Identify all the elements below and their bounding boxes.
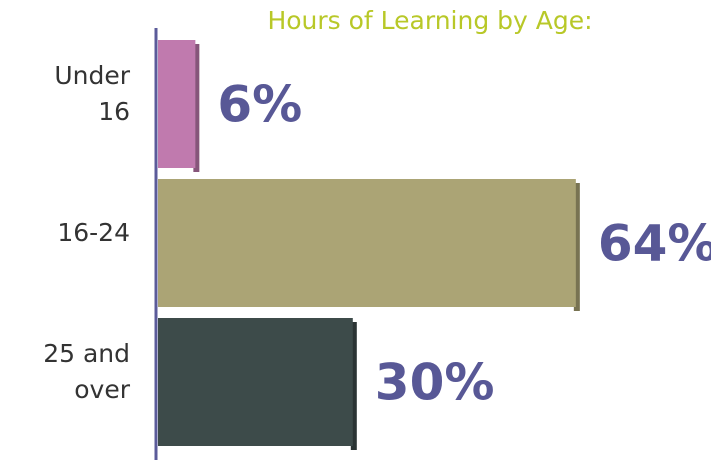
bar — [158, 318, 353, 446]
value-label: 6% — [217, 76, 302, 134]
value-label: 30% — [375, 354, 495, 412]
bar-side — [573, 183, 580, 311]
bar-side — [350, 322, 357, 450]
category-label: Under 16 — [0, 40, 130, 148]
value-label: 64% — [598, 215, 711, 273]
chart-title: Hours of Learning by Age: — [267, 6, 592, 35]
category-label: 16-24 — [0, 179, 130, 287]
category-text: 16-24 — [57, 218, 130, 247]
bar — [158, 179, 576, 307]
bar-side — [193, 44, 200, 172]
category-text: Under 16 — [54, 61, 130, 126]
bar — [158, 40, 196, 168]
category-text: 25 and over — [43, 339, 130, 404]
category-label: 25 and over — [0, 318, 130, 426]
